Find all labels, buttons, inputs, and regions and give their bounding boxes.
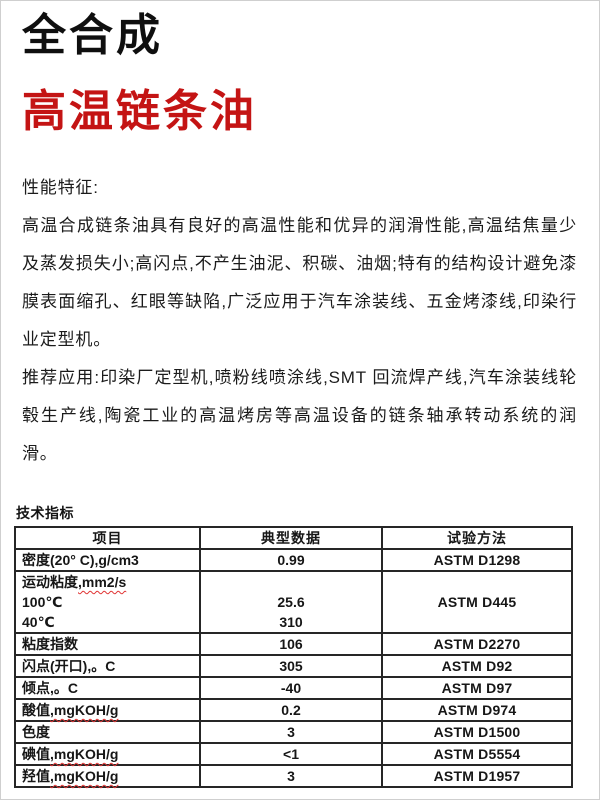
spec-item-cell: 密度(20° C),g/cm3 bbox=[14, 548, 201, 573]
spec-item-line: 100℃ bbox=[22, 592, 193, 612]
tech-spec-heading: 技术指标 bbox=[16, 505, 74, 522]
spec-row: 酸值,mgKOH/g 0.2 ASTM D974 bbox=[14, 698, 573, 723]
spec-method-cell: ASTM D1500 bbox=[381, 720, 573, 745]
spec-method-cell: ASTM D2270 bbox=[381, 632, 573, 657]
spec-item-line: 碘值,mgKOH/g bbox=[22, 744, 193, 764]
spec-item-text: ,mm2/s bbox=[78, 574, 127, 591]
spec-item-text: ,mgKOH/g bbox=[50, 746, 119, 763]
spec-item-line: 粘度指数 bbox=[22, 634, 193, 654]
spec-item-text: 粘度指数 bbox=[22, 636, 78, 653]
product-name-title: 高温链条油 bbox=[22, 86, 257, 136]
spec-value-cell: 3 bbox=[199, 764, 383, 789]
spec-value-cell: 0.2 bbox=[199, 698, 383, 723]
spec-value-line: 25.6 bbox=[277, 594, 305, 611]
spec-header-row: 项目 典型数据 试验方法 bbox=[14, 526, 573, 551]
spec-value-cell: -40 bbox=[199, 676, 383, 701]
spec-item-text: 酸值 bbox=[22, 702, 50, 719]
spec-item-text: 密度(20° C),g/cm3 bbox=[22, 552, 139, 569]
spec-row: 碘值,mgKOH/g <1 ASTM D5554 bbox=[14, 742, 573, 767]
spec-item-text: 闪点(开口),。C bbox=[22, 658, 116, 675]
spec-value-cell: 25.6 310 bbox=[199, 570, 383, 635]
spec-item-cell: 碘值,mgKOH/g bbox=[14, 742, 201, 767]
spec-method-cell: ASTM D1298 bbox=[381, 548, 573, 573]
spec-row: 倾点,。C -40 ASTM D97 bbox=[14, 676, 573, 701]
spec-item-text: 100℃ bbox=[22, 594, 63, 611]
spec-item-line: 色度 bbox=[22, 722, 193, 742]
tech-spec-table: 项目 典型数据 试验方法 密度(20° C),g/cm3 0.99 ASTM D12… bbox=[14, 526, 573, 789]
spec-item-cell: 酸值,mgKOH/g bbox=[14, 698, 201, 723]
spec-method-cell: ASTM D92 bbox=[381, 654, 573, 679]
spec-item-text: 40℃ bbox=[22, 614, 55, 631]
spec-item-line: 酸值,mgKOH/g bbox=[22, 700, 193, 720]
spec-method-cell: ASTM D1957 bbox=[381, 764, 573, 789]
applications-paragraph: 推荐应用:印染厂定型机,喷粉线喷涂线,SMT 回流焊产线,汽车涂装线轮毂生产线,… bbox=[22, 368, 577, 464]
spec-item-line: 40℃ bbox=[22, 612, 193, 632]
product-series-title: 全合成 bbox=[22, 11, 163, 60]
spec-header-item: 项目 bbox=[14, 526, 201, 551]
spec-method-cell: ASTM D974 bbox=[381, 698, 573, 723]
spec-item-line: 密度(20° C),g/cm3 bbox=[22, 550, 193, 570]
spec-value-cell: 0.99 bbox=[199, 548, 383, 573]
spec-item-line: 闪点(开口),。C bbox=[22, 656, 193, 676]
spec-header-value: 典型数据 bbox=[199, 526, 383, 551]
spec-value-line bbox=[207, 572, 375, 592]
spec-item-cell: 羟值,mgKOH/g bbox=[14, 764, 201, 789]
spec-value-cell: <1 bbox=[199, 742, 383, 767]
spec-item-line: 倾点,。C bbox=[22, 678, 193, 698]
spec-row: 闪点(开口),。C 305 ASTM D92 bbox=[14, 654, 573, 679]
spec-header-method: 试验方法 bbox=[381, 526, 573, 551]
spec-row: 粘度指数 106 ASTM D2270 bbox=[14, 632, 573, 657]
spec-item-text: ,mgKOH/g bbox=[50, 768, 119, 785]
spec-item-text: 羟值 bbox=[22, 768, 50, 785]
spec-item-cell: 色度 bbox=[14, 720, 201, 745]
spec-value-cell: 305 bbox=[199, 654, 383, 679]
spec-row: 密度(20° C),g/cm3 0.99 ASTM D1298 bbox=[14, 548, 573, 573]
spec-row: 羟值,mgKOH/g 3 ASTM D1957 bbox=[14, 764, 573, 789]
spec-item-line: 运动粘度,mm2/s bbox=[22, 572, 193, 592]
spec-item-cell: 倾点,。C bbox=[14, 676, 201, 701]
performance-heading: 性能特征: bbox=[22, 178, 99, 198]
spec-value-cell: 3 bbox=[199, 720, 383, 745]
spec-method-cell: ASTM D97 bbox=[381, 676, 573, 701]
spec-item-text: 运动粘度 bbox=[22, 574, 78, 591]
spec-item-text: 倾点,。C bbox=[22, 680, 78, 697]
spec-item-text: 碘值 bbox=[22, 746, 50, 763]
spec-item-text: 色度 bbox=[22, 724, 50, 741]
spec-value-cell: 106 bbox=[199, 632, 383, 657]
spec-value-line: 310 bbox=[279, 614, 303, 631]
spec-method-cell: ASTM D5554 bbox=[381, 742, 573, 767]
spec-row: 运动粘度,mm2/s 100℃ 40℃ 25.6 310 ASTM D445 bbox=[14, 570, 573, 635]
spec-item-cell: 粘度指数 bbox=[14, 632, 201, 657]
spec-item-text: ,mgKOH/g bbox=[50, 702, 119, 719]
spec-row: 色度 3 ASTM D1500 bbox=[14, 720, 573, 745]
spec-item-line: 羟值,mgKOH/g bbox=[22, 766, 193, 786]
spec-method-cell: ASTM D445 bbox=[381, 570, 573, 635]
spec-item-cell: 闪点(开口),。C bbox=[14, 654, 201, 679]
spec-item-cell: 运动粘度,mm2/s 100℃ 40℃ bbox=[14, 570, 201, 635]
performance-paragraph: 高温合成链条油具有良好的高温性能和优异的润滑性能,高温结焦量少及蒸发损失小;高闪… bbox=[22, 216, 577, 350]
